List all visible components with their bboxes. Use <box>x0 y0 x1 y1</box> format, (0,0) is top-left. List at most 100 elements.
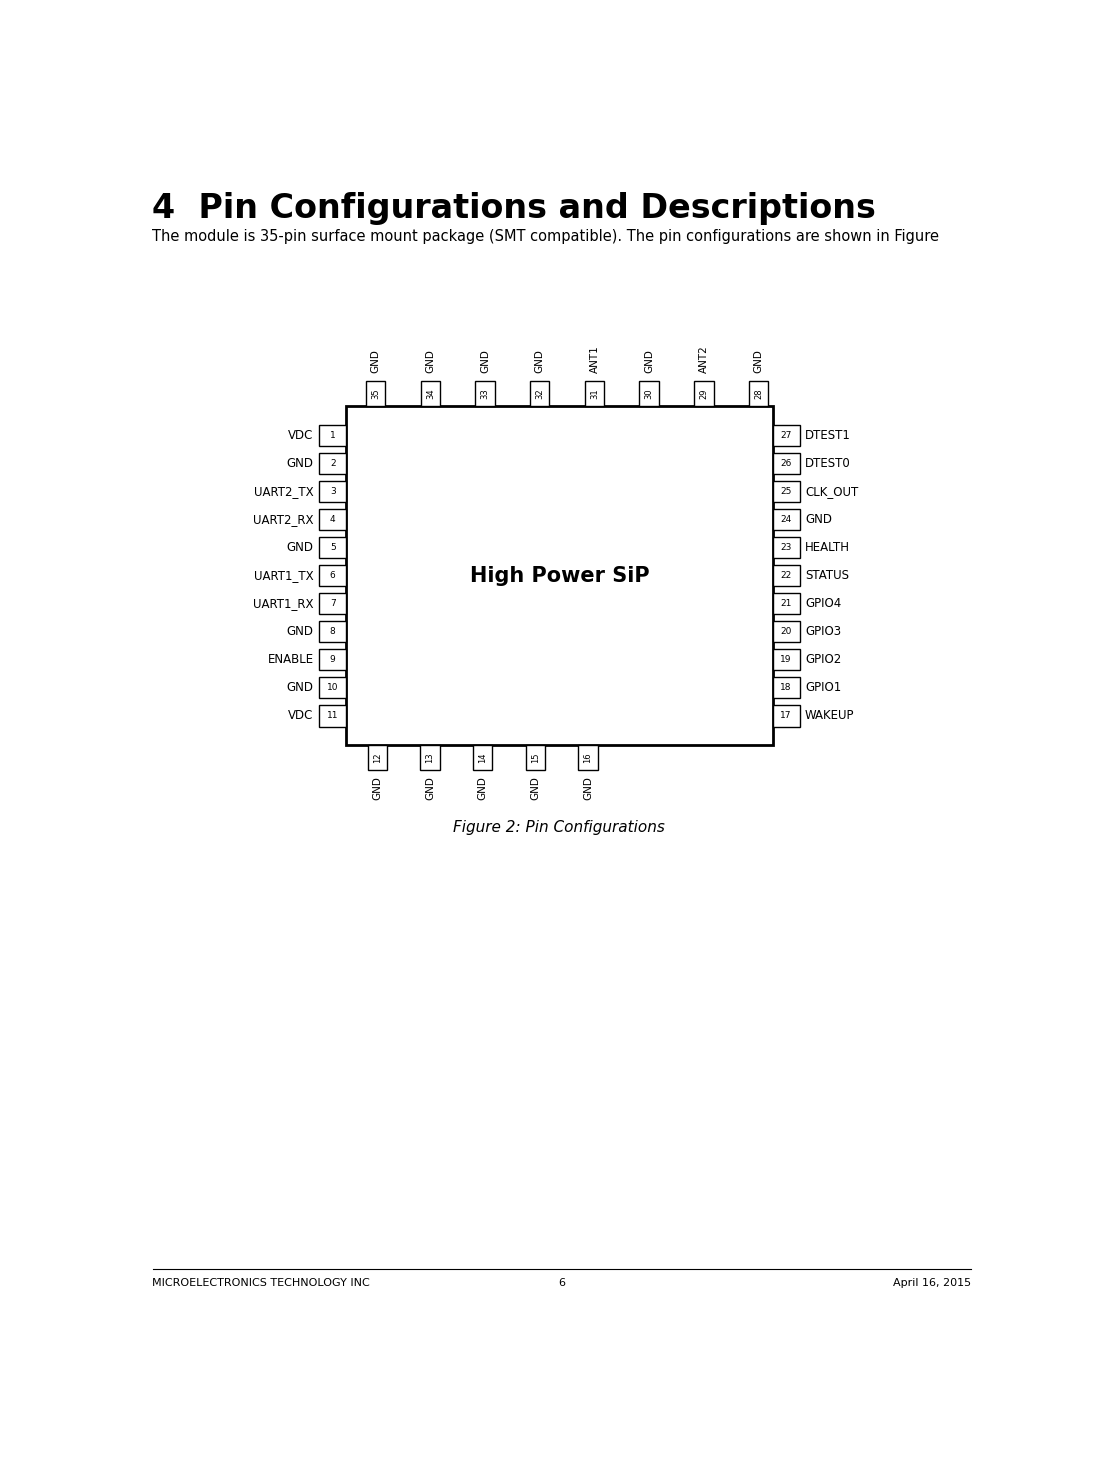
Text: Figure 2: Pin Configurations: Figure 2: Pin Configurations <box>454 821 665 835</box>
Bar <box>773 425 800 447</box>
Text: GND: GND <box>373 777 383 800</box>
Text: 27: 27 <box>780 431 791 439</box>
Text: 12: 12 <box>373 752 381 764</box>
Text: GND: GND <box>583 777 593 800</box>
Text: GND: GND <box>287 625 313 638</box>
Bar <box>639 381 659 406</box>
Text: GND: GND <box>425 349 435 374</box>
Bar <box>773 677 800 698</box>
Bar <box>319 677 346 698</box>
Text: UART1_RX: UART1_RX <box>253 597 313 610</box>
Text: 16: 16 <box>583 752 593 764</box>
Text: April 16, 2015: April 16, 2015 <box>893 1278 971 1288</box>
Text: 28: 28 <box>754 388 763 399</box>
Text: 24: 24 <box>780 515 791 524</box>
Text: The module is 35-pin surface mount package (SMT compatible). The pin configurati: The module is 35-pin surface mount packa… <box>152 229 939 244</box>
Bar <box>319 705 346 727</box>
Text: 31: 31 <box>590 388 600 399</box>
Text: GND: GND <box>287 457 313 470</box>
Text: 33: 33 <box>480 388 490 399</box>
Bar <box>319 508 346 530</box>
Text: 7: 7 <box>330 599 335 609</box>
Text: STATUS: STATUS <box>806 569 849 583</box>
Bar <box>367 745 387 771</box>
Bar <box>773 648 800 670</box>
Text: 4  Pin Configurations and Descriptions: 4 Pin Configurations and Descriptions <box>152 193 877 225</box>
Text: GND: GND <box>370 349 380 374</box>
Text: DTEST0: DTEST0 <box>806 457 850 470</box>
Bar <box>319 648 346 670</box>
Text: 13: 13 <box>425 752 434 764</box>
Bar <box>473 745 492 771</box>
Text: 15: 15 <box>530 752 540 764</box>
Text: GPIO3: GPIO3 <box>806 625 841 638</box>
Text: High Power SiP: High Power SiP <box>469 565 649 585</box>
Bar <box>319 593 346 615</box>
Text: DTEST1: DTEST1 <box>806 429 850 442</box>
Bar <box>319 537 346 558</box>
Text: 5: 5 <box>330 543 335 552</box>
Text: 10: 10 <box>327 683 339 692</box>
Bar <box>319 620 346 642</box>
Text: 3: 3 <box>330 488 335 496</box>
Text: 1: 1 <box>330 431 335 439</box>
Bar <box>773 480 800 502</box>
Text: 21: 21 <box>780 599 791 609</box>
Text: ANT2: ANT2 <box>699 346 709 374</box>
Text: GPIO2: GPIO2 <box>806 653 842 666</box>
Text: 2: 2 <box>330 458 335 469</box>
Text: GND: GND <box>530 777 540 800</box>
Text: 8: 8 <box>330 628 335 637</box>
Bar <box>346 406 773 745</box>
Bar <box>530 381 549 406</box>
Bar <box>585 381 604 406</box>
Text: 26: 26 <box>780 458 791 469</box>
Text: 32: 32 <box>535 388 545 399</box>
Text: GND: GND <box>425 777 435 800</box>
Bar <box>421 381 441 406</box>
Text: GND: GND <box>287 682 313 694</box>
Text: 29: 29 <box>699 388 708 399</box>
Text: GND: GND <box>287 542 313 555</box>
Text: UART2_RX: UART2_RX <box>253 512 313 526</box>
Bar <box>773 537 800 558</box>
Bar <box>773 565 800 587</box>
Text: CLK_OUT: CLK_OUT <box>806 485 858 498</box>
Text: VDC: VDC <box>288 429 313 442</box>
Text: UART2_TX: UART2_TX <box>254 485 313 498</box>
Text: 22: 22 <box>780 571 791 580</box>
Bar <box>366 381 386 406</box>
Bar <box>749 381 768 406</box>
Text: 14: 14 <box>478 752 487 764</box>
Text: 6: 6 <box>558 1278 566 1288</box>
Bar <box>773 705 800 727</box>
Text: WAKEUP: WAKEUP <box>806 710 855 723</box>
Bar <box>773 508 800 530</box>
Bar <box>476 381 494 406</box>
Text: GND: GND <box>478 777 488 800</box>
Text: ENABLE: ENABLE <box>267 653 313 666</box>
Text: UART1_TX: UART1_TX <box>254 569 313 583</box>
Bar <box>579 745 597 771</box>
Text: GND: GND <box>754 349 764 374</box>
Bar <box>773 620 800 642</box>
Bar <box>319 453 346 475</box>
Text: 20: 20 <box>780 628 791 637</box>
Text: 34: 34 <box>426 388 435 399</box>
Text: GPIO4: GPIO4 <box>806 597 842 610</box>
Bar <box>319 425 346 447</box>
Text: MICROELECTRONICS TECHNOLOGY INC: MICROELECTRONICS TECHNOLOGY INC <box>152 1278 370 1288</box>
Bar <box>420 745 439 771</box>
Text: ANT1: ANT1 <box>590 346 600 374</box>
Bar <box>526 745 545 771</box>
Text: 9: 9 <box>330 656 335 664</box>
Text: GND: GND <box>480 349 490 374</box>
Text: 11: 11 <box>327 711 339 720</box>
Text: 30: 30 <box>644 388 653 399</box>
Text: 19: 19 <box>780 656 791 664</box>
Text: HEALTH: HEALTH <box>806 542 850 555</box>
Bar <box>694 381 713 406</box>
Text: GND: GND <box>644 349 654 374</box>
Text: 6: 6 <box>330 571 335 580</box>
Text: GND: GND <box>806 512 832 526</box>
